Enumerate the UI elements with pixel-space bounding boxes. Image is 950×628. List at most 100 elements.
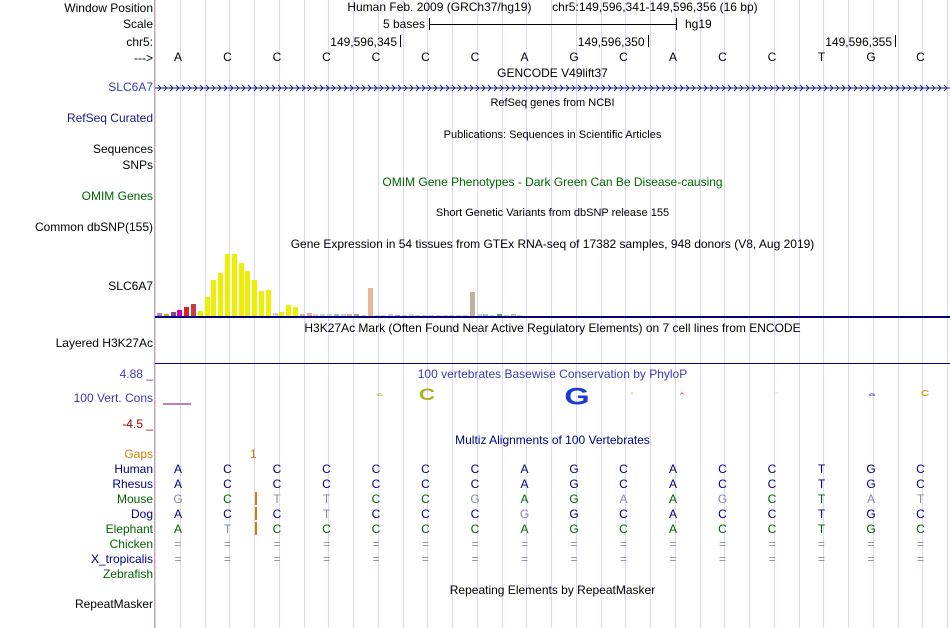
gtex-tissue-bar[interactable] bbox=[497, 314, 502, 316]
alignment-base[interactable]: C bbox=[619, 462, 628, 476]
alignment-base[interactable]: = bbox=[520, 537, 528, 551]
gtex-tissue-bar[interactable] bbox=[252, 280, 258, 316]
alignment-base[interactable]: C bbox=[421, 507, 430, 521]
alignment-base[interactable]: = bbox=[867, 552, 875, 566]
gtex-tissue-bar[interactable] bbox=[354, 314, 360, 316]
alignment-base[interactable]: C bbox=[470, 522, 480, 536]
alignment-base[interactable]: C bbox=[470, 477, 480, 491]
gtex-tissue-bar[interactable] bbox=[320, 314, 326, 316]
alignment-base[interactable]: A bbox=[520, 462, 529, 476]
alignment-base[interactable]: A bbox=[668, 462, 677, 476]
gtex-tissue-bar[interactable] bbox=[435, 315, 441, 316]
track-label[interactable]: Mouse bbox=[116, 492, 153, 506]
reference-base[interactable]: G bbox=[569, 50, 579, 64]
alignment-base[interactable]: C bbox=[718, 477, 727, 491]
alignment-base[interactable]: = bbox=[916, 552, 924, 566]
alignment-base[interactable]: G bbox=[866, 477, 876, 491]
track-label[interactable]: 100 Vert. Cons bbox=[73, 391, 153, 405]
reference-base[interactable]: A bbox=[668, 50, 677, 64]
track-label[interactable]: Gaps bbox=[124, 447, 153, 461]
alignment-base[interactable]: T bbox=[916, 492, 925, 506]
gtex-tissue-bar[interactable] bbox=[340, 314, 346, 316]
alignment-base[interactable]: A bbox=[520, 522, 529, 536]
alignment-base[interactable]: A bbox=[173, 522, 182, 536]
alignment-base[interactable]: T bbox=[817, 492, 826, 506]
reference-base[interactable]: T bbox=[817, 50, 826, 64]
alignment-base[interactable]: = bbox=[817, 552, 825, 566]
track-label[interactable]: Zebrafish bbox=[102, 567, 153, 581]
reference-base[interactable]: C bbox=[421, 50, 430, 64]
alignment-base[interactable]: = bbox=[619, 552, 627, 566]
gtex-tissue-bar[interactable] bbox=[347, 314, 353, 316]
gtex-tissue-bar[interactable] bbox=[381, 315, 387, 316]
gtex-tissue-bar[interactable] bbox=[211, 280, 217, 316]
alignment-base[interactable]: C bbox=[223, 462, 232, 476]
track-label[interactable]: RefSeq Curated bbox=[66, 111, 153, 125]
alignment-base[interactable]: C bbox=[223, 492, 232, 506]
gtex-tissue-bar[interactable] bbox=[483, 314, 489, 316]
track-label[interactable]: Common dbSNP(155) bbox=[34, 220, 153, 234]
gtex-tissue-bar[interactable] bbox=[245, 271, 251, 316]
alignment-base[interactable]: C bbox=[371, 477, 381, 491]
gtex-tissue-bar[interactable] bbox=[408, 314, 414, 316]
track-label[interactable]: X_tropicalis bbox=[90, 552, 153, 566]
alignment-base[interactable]: C bbox=[421, 492, 430, 506]
track-label[interactable]: SLC6A7 bbox=[108, 279, 153, 293]
track-label[interactable]: OMIM Genes bbox=[81, 189, 153, 203]
gtex-tissue-bar[interactable] bbox=[476, 314, 482, 316]
gtex-tissue-bar[interactable] bbox=[272, 313, 278, 316]
gtex-tissue-bar[interactable] bbox=[327, 314, 332, 316]
gtex-tissue-bar[interactable] bbox=[157, 313, 162, 316]
gtex-tissue-bar[interactable] bbox=[218, 273, 224, 316]
alignment-base[interactable]: = bbox=[174, 537, 182, 551]
gtex-tissue-bar[interactable] bbox=[231, 254, 237, 316]
alignment-base[interactable]: C bbox=[322, 522, 331, 536]
gtex-tissue-bar[interactable] bbox=[191, 304, 196, 316]
track-label[interactable]: Human bbox=[114, 462, 153, 476]
alignment-base[interactable]: T bbox=[817, 462, 826, 476]
gtex-tissue-bar[interactable] bbox=[510, 314, 516, 316]
alignment-base[interactable]: C bbox=[619, 477, 628, 491]
alignment-base[interactable]: G bbox=[470, 492, 480, 506]
alignment-base[interactable]: C bbox=[767, 492, 777, 506]
alignment-base[interactable]: A bbox=[173, 477, 182, 491]
gtex-tissue-bar[interactable] bbox=[197, 311, 203, 316]
alignment-base[interactable]: A bbox=[668, 507, 677, 521]
reference-base[interactable]: C bbox=[718, 50, 727, 64]
alignment-base[interactable]: = bbox=[916, 537, 924, 551]
alignment-base[interactable]: C bbox=[767, 507, 777, 521]
reference-base[interactable]: C bbox=[767, 50, 777, 64]
alignment-base[interactable]: = bbox=[421, 537, 429, 551]
reference-base[interactable]: C bbox=[272, 50, 282, 64]
gtex-tissue-bar[interactable] bbox=[503, 315, 509, 316]
alignment-base[interactable]: A bbox=[520, 477, 529, 491]
alignment-base[interactable]: A bbox=[619, 492, 628, 506]
gtex-tissue-bar[interactable] bbox=[313, 314, 319, 316]
gtex-tissue-bar[interactable] bbox=[177, 310, 183, 316]
track-image-area[interactable]: Human Feb. 2009 (GRCh37/hg19) chr5:149,5… bbox=[155, 0, 950, 628]
alignment-base[interactable]: = bbox=[867, 537, 875, 551]
alignment-base[interactable]: C bbox=[322, 477, 331, 491]
alignment-base[interactable]: C bbox=[322, 462, 331, 476]
alignment-base[interactable]: A bbox=[866, 492, 875, 506]
gtex-tissue-bar[interactable] bbox=[286, 305, 292, 316]
track-label[interactable]: ---> bbox=[134, 51, 153, 65]
alignment-base[interactable]: C bbox=[916, 522, 925, 536]
alignment-base[interactable]: = bbox=[619, 537, 627, 551]
gtex-tissue-bar[interactable] bbox=[442, 315, 448, 316]
alignment-base[interactable]: = bbox=[273, 537, 281, 551]
alignment-base[interactable]: T bbox=[817, 477, 826, 491]
alignment-base[interactable]: G bbox=[717, 492, 728, 506]
gtex-tissue-bar[interactable] bbox=[395, 315, 400, 316]
gtex-tissue-bar[interactable] bbox=[259, 291, 264, 316]
gtex-tissue-bar[interactable] bbox=[238, 263, 244, 316]
alignment-base[interactable]: C bbox=[916, 507, 925, 521]
alignment-base[interactable]: G bbox=[569, 462, 579, 476]
alignment-base[interactable]: = bbox=[372, 552, 380, 566]
alignment-base[interactable]: = bbox=[322, 552, 330, 566]
gtex-tissue-bar[interactable] bbox=[469, 292, 475, 316]
alignment-base[interactable]: C bbox=[421, 462, 430, 476]
alignment-base[interactable]: = bbox=[768, 537, 776, 551]
alignment-base[interactable]: T bbox=[273, 492, 281, 506]
